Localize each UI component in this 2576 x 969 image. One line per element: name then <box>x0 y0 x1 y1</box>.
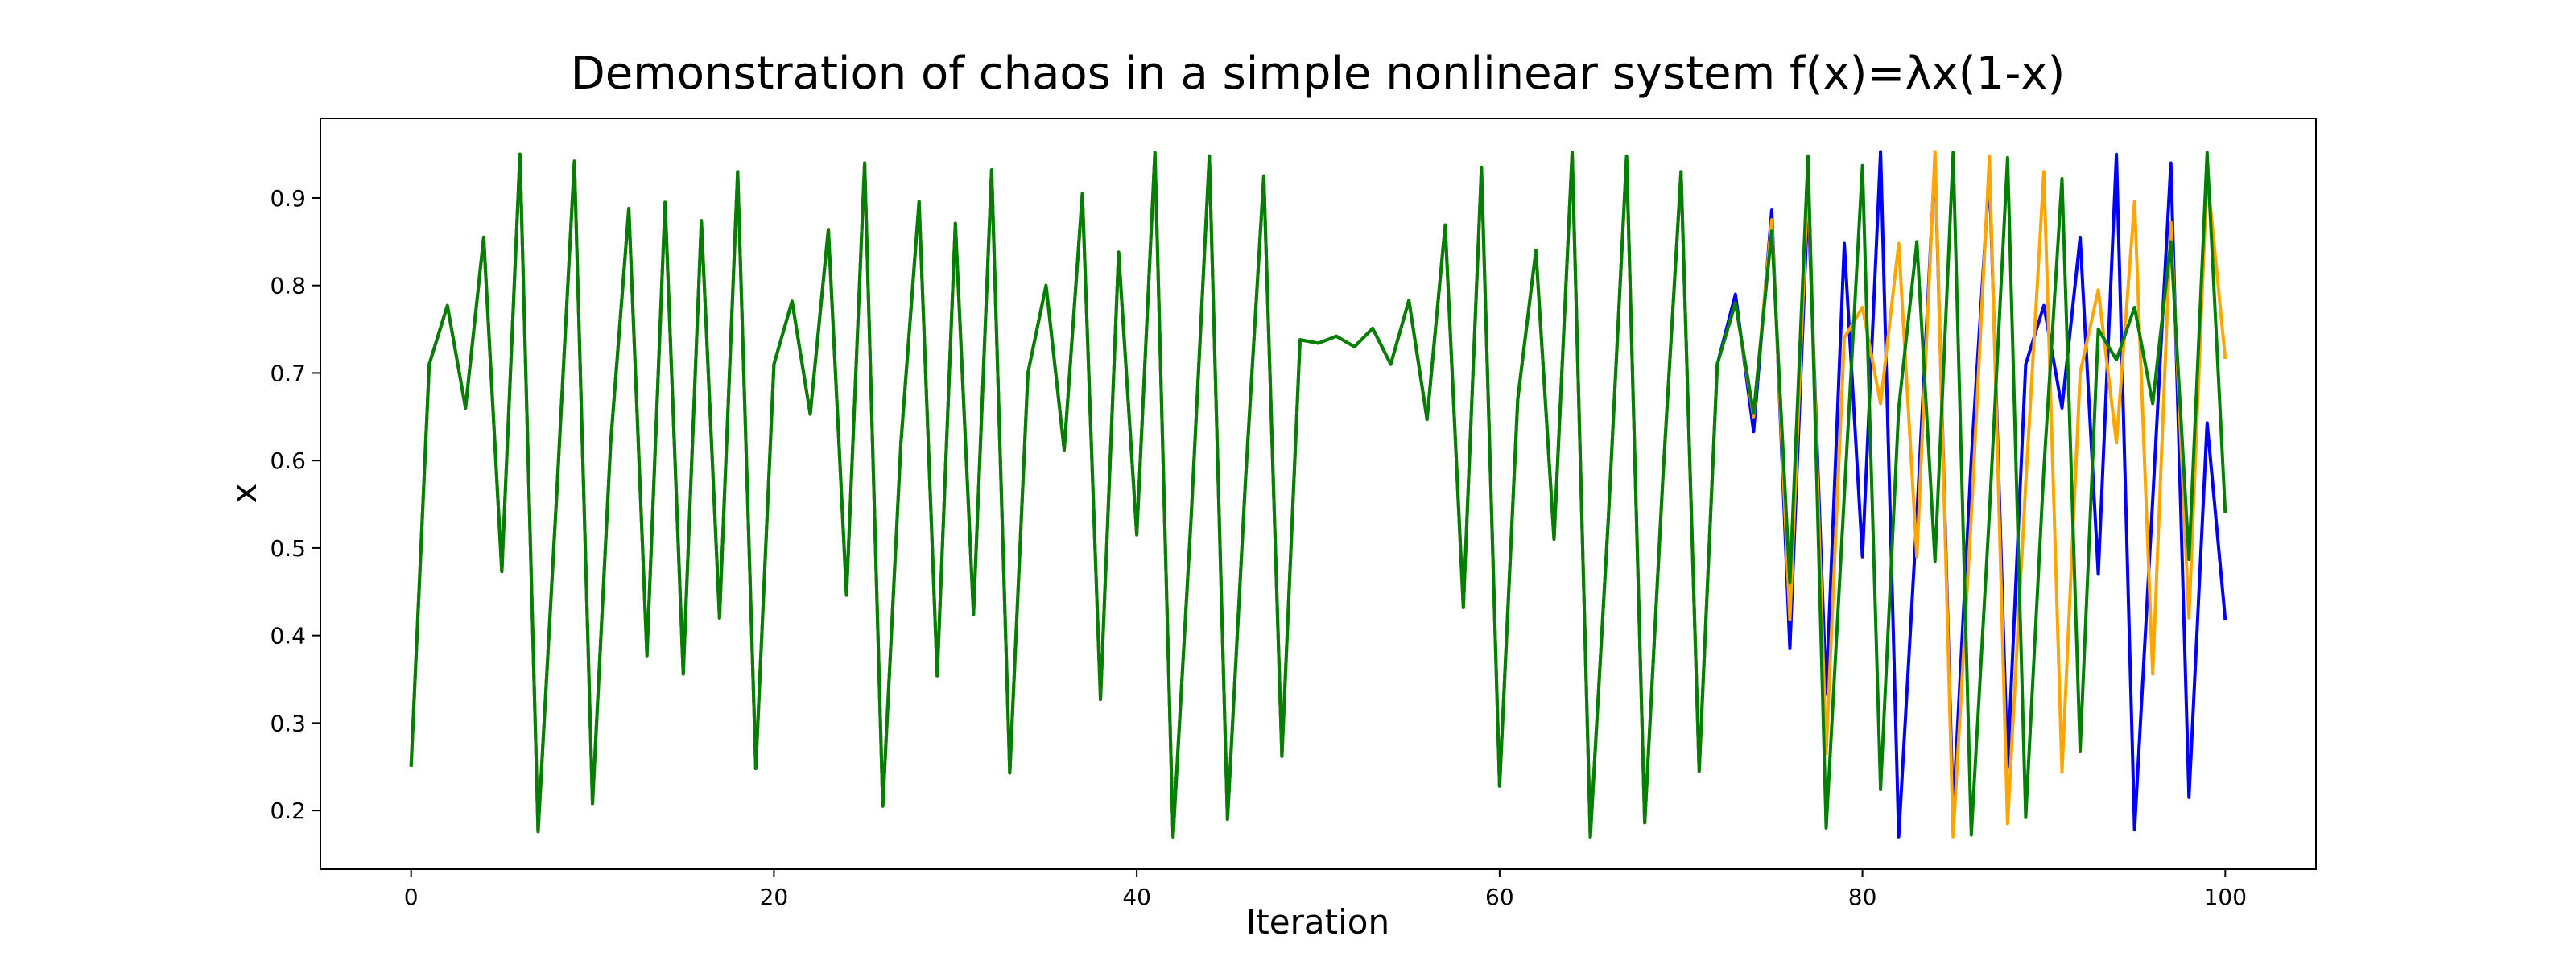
x-tick-label: 20 <box>760 884 789 910</box>
series-line <box>409 150 2227 839</box>
y-tick-label: 0.4 <box>270 623 306 649</box>
series-line <box>409 151 2227 839</box>
x-tick-label: 40 <box>1122 884 1151 910</box>
y-tick-label: 0.3 <box>270 710 306 736</box>
x-axis-label: Iteration <box>1246 902 1389 942</box>
y-tick-label: 0.5 <box>270 535 306 562</box>
y-tick-label: 0.6 <box>270 447 306 474</box>
x-tick-label: 60 <box>1485 884 1514 910</box>
y-tick-label: 0.8 <box>270 273 306 299</box>
series-line <box>409 150 2227 839</box>
x-tick-label: 100 <box>2204 884 2247 910</box>
y-tick-label: 0.9 <box>270 185 306 212</box>
x-tick-label: 0 <box>404 884 419 910</box>
y-tick-label: 0.2 <box>270 798 306 824</box>
x-tick-label: 80 <box>1848 884 1877 910</box>
chart-title: Demonstration of chaos in a simple nonli… <box>571 47 2066 100</box>
y-axis-label: x <box>225 484 264 504</box>
plot-frame <box>320 118 2317 870</box>
y-tick-label: 0.7 <box>270 360 306 386</box>
